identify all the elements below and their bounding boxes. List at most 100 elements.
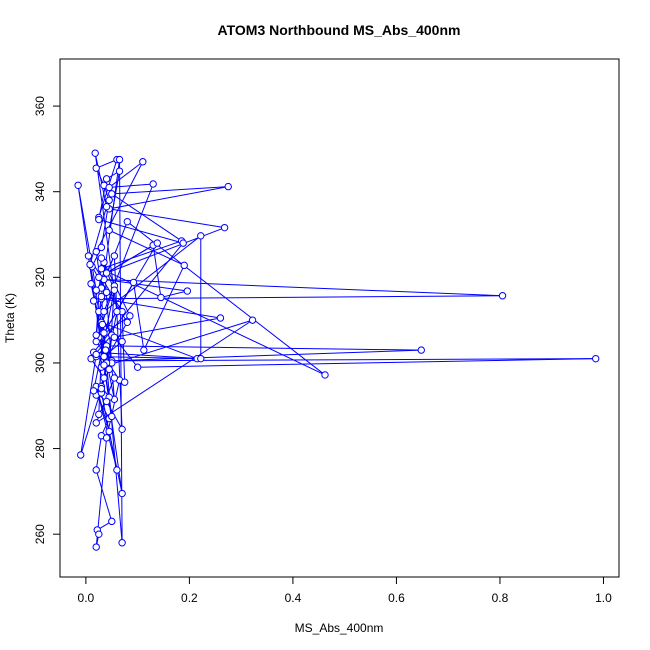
data-point <box>183 287 192 295</box>
series-segment <box>95 319 253 424</box>
data-point <box>92 286 100 294</box>
y-tick-label: 280 <box>33 438 47 458</box>
data-point <box>248 316 257 324</box>
series-segment <box>111 358 596 362</box>
y-axis-label: Theta (K) <box>3 293 17 343</box>
y-tick-label: 360 <box>33 96 47 116</box>
data-point <box>224 182 232 191</box>
data-point <box>118 539 126 547</box>
series-segment <box>80 354 97 456</box>
series-segment <box>160 290 188 298</box>
data-point <box>92 247 100 256</box>
series-segment <box>114 317 221 338</box>
data-point <box>102 269 111 277</box>
data-point <box>102 397 111 406</box>
data-point <box>220 223 229 232</box>
data-point <box>110 374 119 382</box>
data-point <box>115 155 124 164</box>
series-segment <box>89 206 108 265</box>
series-segment <box>119 159 123 543</box>
series-segment <box>109 208 225 229</box>
data-point <box>100 307 108 316</box>
series-segment <box>106 227 225 274</box>
data-point <box>97 254 106 262</box>
data-point <box>149 180 157 188</box>
data-point <box>108 517 116 526</box>
data-point <box>100 352 108 361</box>
data-point <box>95 530 103 538</box>
data-point <box>105 226 113 234</box>
data-point <box>139 158 147 166</box>
series-segment <box>93 290 115 391</box>
data-point <box>105 365 113 374</box>
x-axis: 0.0 0.2 0.4 0.6 0.8 1.0 <box>78 576 612 605</box>
data-point <box>95 215 103 224</box>
series-segment <box>96 159 118 169</box>
data-point <box>105 427 113 436</box>
data-point <box>92 164 100 172</box>
data-point <box>101 346 110 354</box>
x-tick-label: 0.2 <box>181 591 198 605</box>
data-point <box>102 175 111 183</box>
data-point <box>157 293 165 302</box>
data-point <box>100 329 108 337</box>
data-point <box>92 419 100 427</box>
data-point <box>74 181 82 189</box>
data-point <box>133 363 142 371</box>
y-axis: 260 280 300 320 340 360 <box>33 96 61 544</box>
series-segment <box>106 362 123 543</box>
series-segment <box>94 153 108 207</box>
y-tick-label: 320 <box>33 267 47 287</box>
series-segment <box>121 311 126 383</box>
series-segment <box>95 469 113 522</box>
data-point <box>100 361 108 369</box>
data-point <box>110 286 119 294</box>
data-point <box>97 243 106 252</box>
series-segment <box>108 229 185 266</box>
x-tick-label: 0.0 <box>78 591 95 605</box>
data-point <box>77 451 85 459</box>
data-point <box>113 307 121 316</box>
series-points <box>74 149 600 551</box>
data-point <box>97 384 106 393</box>
series-segment <box>103 278 503 297</box>
y-tick-label: 300 <box>33 353 47 373</box>
data-point <box>92 543 100 551</box>
data-point <box>118 425 126 434</box>
series-segment <box>111 193 182 242</box>
series-segment <box>98 219 184 244</box>
series-segment <box>93 351 201 360</box>
data-point <box>498 292 507 300</box>
data-point <box>123 318 131 326</box>
data-point <box>89 297 98 305</box>
x-tick-label: 0.4 <box>285 591 302 605</box>
series-segment <box>133 282 145 351</box>
series-segment <box>106 345 422 351</box>
data-point <box>92 337 100 346</box>
data-point <box>110 252 119 260</box>
data-point <box>118 489 126 498</box>
chart-title: ATOM3 Northbound MS_Abs_400nm <box>218 22 461 38</box>
data-point <box>92 350 100 359</box>
data-point <box>102 434 111 442</box>
x-tick-label: 0.8 <box>492 591 509 605</box>
series-segment <box>90 358 105 379</box>
data-point <box>92 331 100 339</box>
series-segment <box>80 388 102 456</box>
series-segment <box>111 186 229 195</box>
data-point <box>110 333 119 341</box>
data-point <box>98 320 107 329</box>
series-segment <box>126 221 326 376</box>
data-point <box>105 196 113 204</box>
series-segment <box>143 265 185 351</box>
data-point <box>102 202 111 211</box>
data-point <box>118 337 126 346</box>
series-segment <box>95 159 121 336</box>
data-point <box>153 239 162 247</box>
data-point <box>97 292 106 301</box>
series-segment <box>137 358 596 368</box>
data-point <box>216 314 225 322</box>
series-segment <box>77 185 97 291</box>
series-segment <box>95 435 102 471</box>
